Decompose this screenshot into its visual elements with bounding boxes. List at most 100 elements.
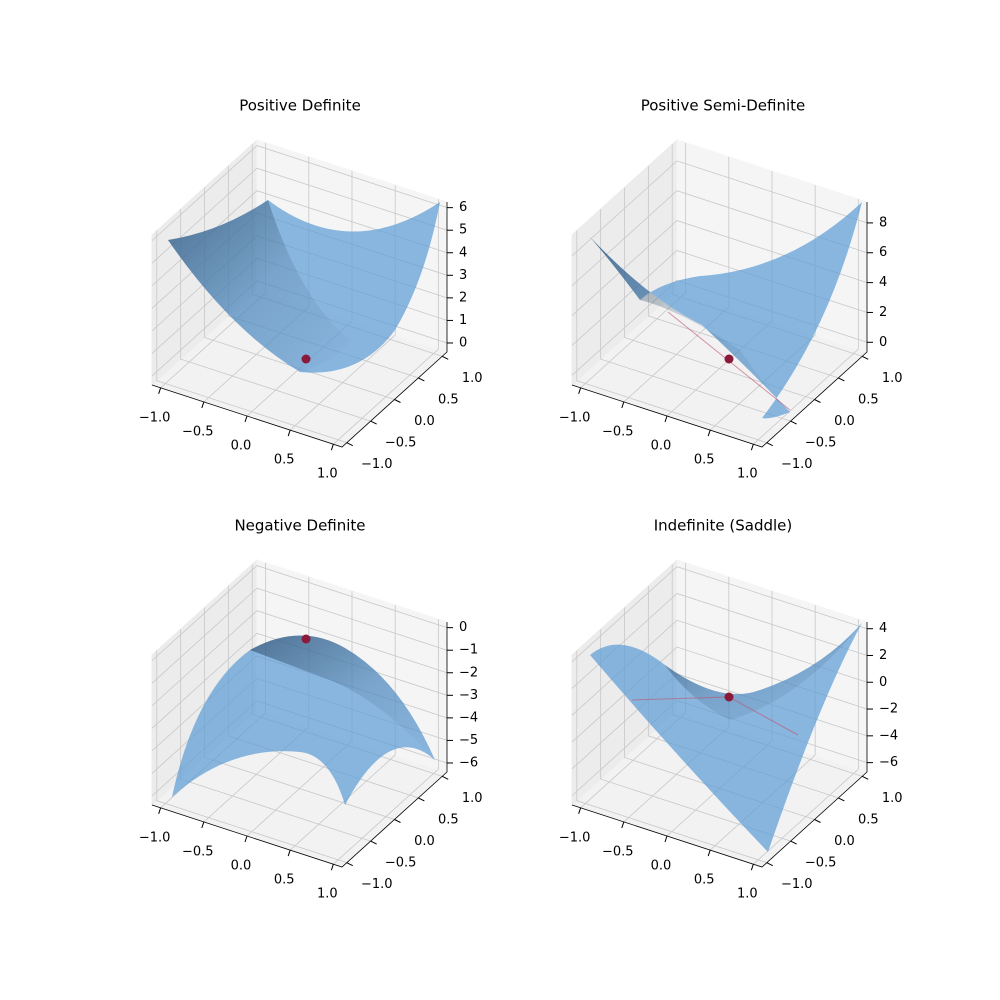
z-tick-label: 2 (459, 290, 467, 305)
x-tick-label: −0.5 (182, 424, 214, 439)
x-tick-label: 0.5 (694, 453, 715, 468)
axis-line (571, 622, 868, 868)
grid-line (753, 619, 859, 865)
surface (590, 202, 862, 419)
y-tick-label: 1.0 (462, 371, 483, 386)
grid-line (156, 650, 347, 864)
grid-line (333, 199, 439, 445)
subplot-title: Indefinite (Saddle) (654, 517, 793, 535)
x-tick-label: 1.0 (317, 887, 338, 902)
y-tick-label: −1.0 (781, 457, 813, 472)
x-tick-label: −1.0 (559, 410, 591, 425)
tick-mark (707, 429, 711, 437)
tick-mark (578, 807, 582, 814)
z-tick-label: 8 (879, 215, 887, 230)
y-tick-label: 1.0 (882, 371, 903, 386)
tick-mark (244, 835, 248, 843)
y-tick-label: −1.0 (361, 877, 393, 892)
x-tick-label: −0.5 (602, 424, 634, 439)
tick-mark (814, 819, 821, 823)
tick-mark (346, 862, 353, 867)
grid-line (151, 610, 448, 707)
tick-mark (158, 387, 162, 394)
grid-line (151, 565, 448, 661)
grid-line (600, 629, 791, 842)
x-tick-label: −1.0 (139, 410, 171, 425)
y-tick-label: 0.5 (858, 392, 879, 407)
grid-line (151, 167, 448, 264)
z-tick-label: 0 (879, 335, 887, 350)
axis-line (571, 202, 868, 448)
grid-line (571, 160, 868, 257)
z-tick-label: −6 (459, 755, 478, 770)
z-tick-label: 4 (879, 275, 887, 290)
tick-mark (442, 355, 449, 360)
tick-mark (766, 442, 773, 447)
x-tick-label: 0.5 (274, 453, 295, 468)
grid-line (600, 209, 791, 422)
x-tick-label: 0.0 (651, 859, 672, 874)
y-tick-label: 0.0 (834, 414, 855, 429)
x-tick-label: 1.0 (317, 467, 338, 482)
x-tick-label: 1.0 (737, 887, 758, 902)
y-tick-label: 0.5 (438, 812, 459, 827)
tick-mark (442, 775, 449, 780)
z-tick-label: 4 (879, 621, 887, 636)
tick-mark (862, 775, 869, 780)
grid-line (576, 230, 767, 444)
critical-point (724, 354, 734, 364)
tick-mark (370, 420, 377, 425)
tick-mark (244, 415, 248, 423)
y-tick-label: 1.0 (882, 791, 903, 806)
z-tick-label: −6 (879, 755, 898, 770)
tick-mark (814, 399, 821, 403)
x-tick-label: −1.0 (559, 830, 591, 845)
z-tick-label: 2 (879, 648, 887, 663)
tick-mark (201, 401, 205, 409)
surface-shade (665, 623, 862, 720)
x-tick-label: 0.0 (651, 439, 672, 454)
z-tick-label: 1 (459, 313, 467, 328)
critical-point (301, 354, 311, 364)
z-tick-label: 4 (459, 245, 467, 260)
z-tick-label: 5 (459, 223, 467, 238)
z-tick-label: −5 (459, 733, 478, 748)
z-tick-label: −1 (459, 643, 478, 658)
tick-mark (158, 807, 162, 814)
critical-point (301, 634, 311, 644)
y-tick-label: −1.0 (781, 877, 813, 892)
y-tick-label: −0.5 (385, 856, 417, 871)
x-tick-label: −0.5 (182, 844, 214, 859)
y-tick-label: −0.5 (385, 436, 417, 451)
tick-mark (287, 429, 291, 437)
x-tick-label: −1.0 (139, 830, 171, 845)
y-tick-label: 0.5 (858, 812, 879, 827)
z-tick-label: 0 (879, 675, 887, 690)
x-tick-label: 1.0 (737, 467, 758, 482)
grid-line (151, 632, 448, 729)
grid-line (571, 190, 868, 287)
tick-mark (621, 821, 625, 829)
grid-line (180, 209, 371, 422)
tick-mark (838, 377, 845, 382)
axis-line (151, 202, 448, 448)
x-tick-label: 0.5 (694, 873, 715, 888)
y-tick-label: 0.0 (414, 414, 435, 429)
y-tick-label: −1.0 (361, 457, 393, 472)
grid-line (576, 650, 767, 864)
grid-line (156, 230, 347, 444)
tick-mark (664, 415, 668, 423)
tick-mark (578, 387, 582, 394)
tick-mark (790, 420, 797, 425)
grid-line (151, 587, 448, 684)
z-tick-label: 0 (459, 335, 467, 350)
tick-mark (664, 835, 668, 843)
y-tick-label: 0.0 (414, 834, 435, 849)
y-tick-label: 1.0 (462, 791, 483, 806)
y-tick-label: −0.5 (805, 436, 837, 451)
tick-mark (750, 444, 754, 451)
subplot-title: Positive Semi-Definite (641, 97, 806, 115)
grid-line (571, 566, 868, 662)
surface-shade (250, 635, 435, 760)
